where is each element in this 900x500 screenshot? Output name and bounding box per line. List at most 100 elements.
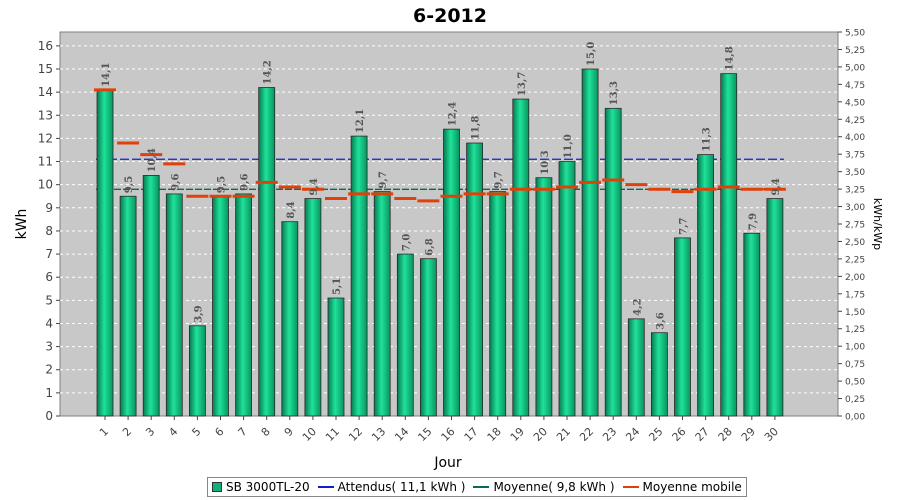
x-tick-label: 9: [282, 425, 296, 439]
legend-swatch: [622, 486, 639, 488]
bar: [720, 73, 738, 417]
data-label: 3,9: [193, 305, 204, 322]
x-tick-label: 28: [716, 425, 735, 444]
bar: [304, 198, 322, 417]
y2-tick-label: 4,00: [845, 133, 865, 143]
data-label: 12,4: [448, 102, 459, 126]
y2-tick-label: 2,00: [845, 273, 865, 283]
data-label: 9,4: [771, 178, 782, 195]
y2-tick-label: 1,25: [845, 325, 865, 335]
bar: [96, 89, 114, 417]
legend-item-average: Moyenne( 9,8 kWh ): [473, 480, 615, 494]
y2-tick-label: 5,50: [845, 29, 865, 39]
bar: [258, 87, 276, 417]
y2-tick-label: 1,50: [845, 308, 865, 318]
data-label: 9,7: [378, 171, 389, 188]
bar: [535, 177, 553, 417]
bar: [604, 107, 622, 417]
y2-tick-label: 3,00: [845, 203, 865, 213]
x-tick-label: 14: [392, 425, 411, 444]
y-tick-label: 8: [45, 224, 53, 238]
bar: [119, 195, 137, 417]
legend-item-production: SB 3000TL-20: [212, 480, 310, 494]
bar: [142, 175, 160, 417]
y-tick-label: 16: [38, 39, 53, 53]
chart-title: 6-2012: [413, 5, 487, 27]
x-tick-label: 10: [300, 425, 319, 444]
y2-tick-label: 5,25: [845, 46, 865, 56]
y-tick-label: 11: [38, 155, 53, 169]
y-axis-label: kWh: [14, 209, 30, 240]
legend-swatch: [317, 486, 334, 488]
legend-item-expected: Attendus( 11,1 kWh ): [317, 480, 465, 494]
y2-tick-label: 0,75: [845, 360, 865, 370]
x-tick-label: 2: [120, 425, 134, 439]
bar: [165, 193, 183, 417]
data-labels: 14,1 9,5 10,4 9,6 3,9 9,5 9,6 14,2 8,4 9,4 5,1 12,1…: [101, 42, 782, 330]
bar: [419, 258, 437, 417]
x-axis-label: Jour: [433, 455, 462, 471]
bar: [212, 195, 229, 417]
y2-tick-label: 2,50: [845, 238, 865, 248]
y2-tick-label: 3,25: [845, 186, 865, 196]
x-tick-label: 5: [189, 425, 203, 439]
x-tick-label: 8: [259, 425, 273, 439]
legend: SB 3000TL-20 Attendus( 11,1 kWh ) Moyenn…: [207, 477, 747, 497]
x-tick-label: 6: [212, 425, 226, 439]
y2-tick-label: 1,75: [845, 290, 865, 300]
y-tick-label: 13: [38, 108, 53, 122]
y2-tick-label: 1,00: [845, 343, 865, 353]
data-label: 13,3: [609, 81, 620, 105]
x-tick-label: 27: [693, 425, 712, 444]
data-label: 9,6: [240, 173, 251, 190]
bar: [188, 325, 206, 417]
data-label: 4,2: [632, 298, 643, 315]
legend-label: SB 3000TL-20: [226, 480, 310, 494]
y2-tick-label: 5,00: [845, 63, 865, 73]
bar: [627, 318, 645, 417]
y2-tick-label: 4,75: [845, 81, 865, 91]
bar: [512, 98, 530, 417]
bar: [350, 135, 368, 417]
y2-tick-label: 2,25: [845, 255, 865, 265]
y2-tick-label: 4,25: [845, 116, 865, 126]
legend-item-moving-average: Moyenne mobile: [622, 480, 742, 494]
data-label: 7,9: [748, 213, 759, 230]
x-tick-label: 12: [346, 425, 365, 444]
x-tick-label: 15: [415, 425, 434, 444]
bar: [674, 237, 691, 417]
bar: [466, 142, 484, 417]
y2-tick-label: 4,50: [845, 98, 865, 108]
data-label: 8,4: [286, 201, 297, 218]
x-tick-label: 13: [369, 425, 388, 444]
y2-tick-label: 3,75: [845, 151, 865, 161]
y-tick-label: 9: [45, 201, 53, 215]
bar: [651, 332, 668, 417]
x-tick-label: 11: [323, 425, 342, 444]
y-tick-label: 6: [45, 270, 53, 284]
y-tick-label: 12: [38, 131, 53, 145]
bar: [743, 232, 761, 417]
data-label: 6,8: [424, 238, 435, 255]
data-label: 9,4: [309, 178, 320, 195]
y-tick-label: 10: [38, 178, 53, 192]
bar: [766, 198, 784, 417]
data-label: 11,8: [471, 116, 482, 140]
data-label: 9,6: [170, 173, 181, 190]
y-tick-label: 3: [45, 340, 53, 354]
x-tick-label: 20: [531, 425, 550, 444]
legend-swatch: [473, 486, 490, 488]
data-label: 14,8: [725, 46, 736, 70]
data-label: 3,6: [655, 312, 666, 329]
x-tick-label: 18: [485, 425, 504, 444]
bar: [327, 297, 345, 417]
y2-axis-label: kWh/kWp: [871, 198, 884, 250]
bar: [373, 191, 391, 417]
data-label: 10,3: [540, 150, 551, 174]
x-tick-label: 3: [143, 425, 157, 439]
y-tick-label: 14: [38, 85, 53, 99]
x-tick-label: 21: [554, 425, 573, 444]
x-tick-label: 19: [508, 425, 527, 444]
x-tick-label: 25: [646, 425, 665, 444]
